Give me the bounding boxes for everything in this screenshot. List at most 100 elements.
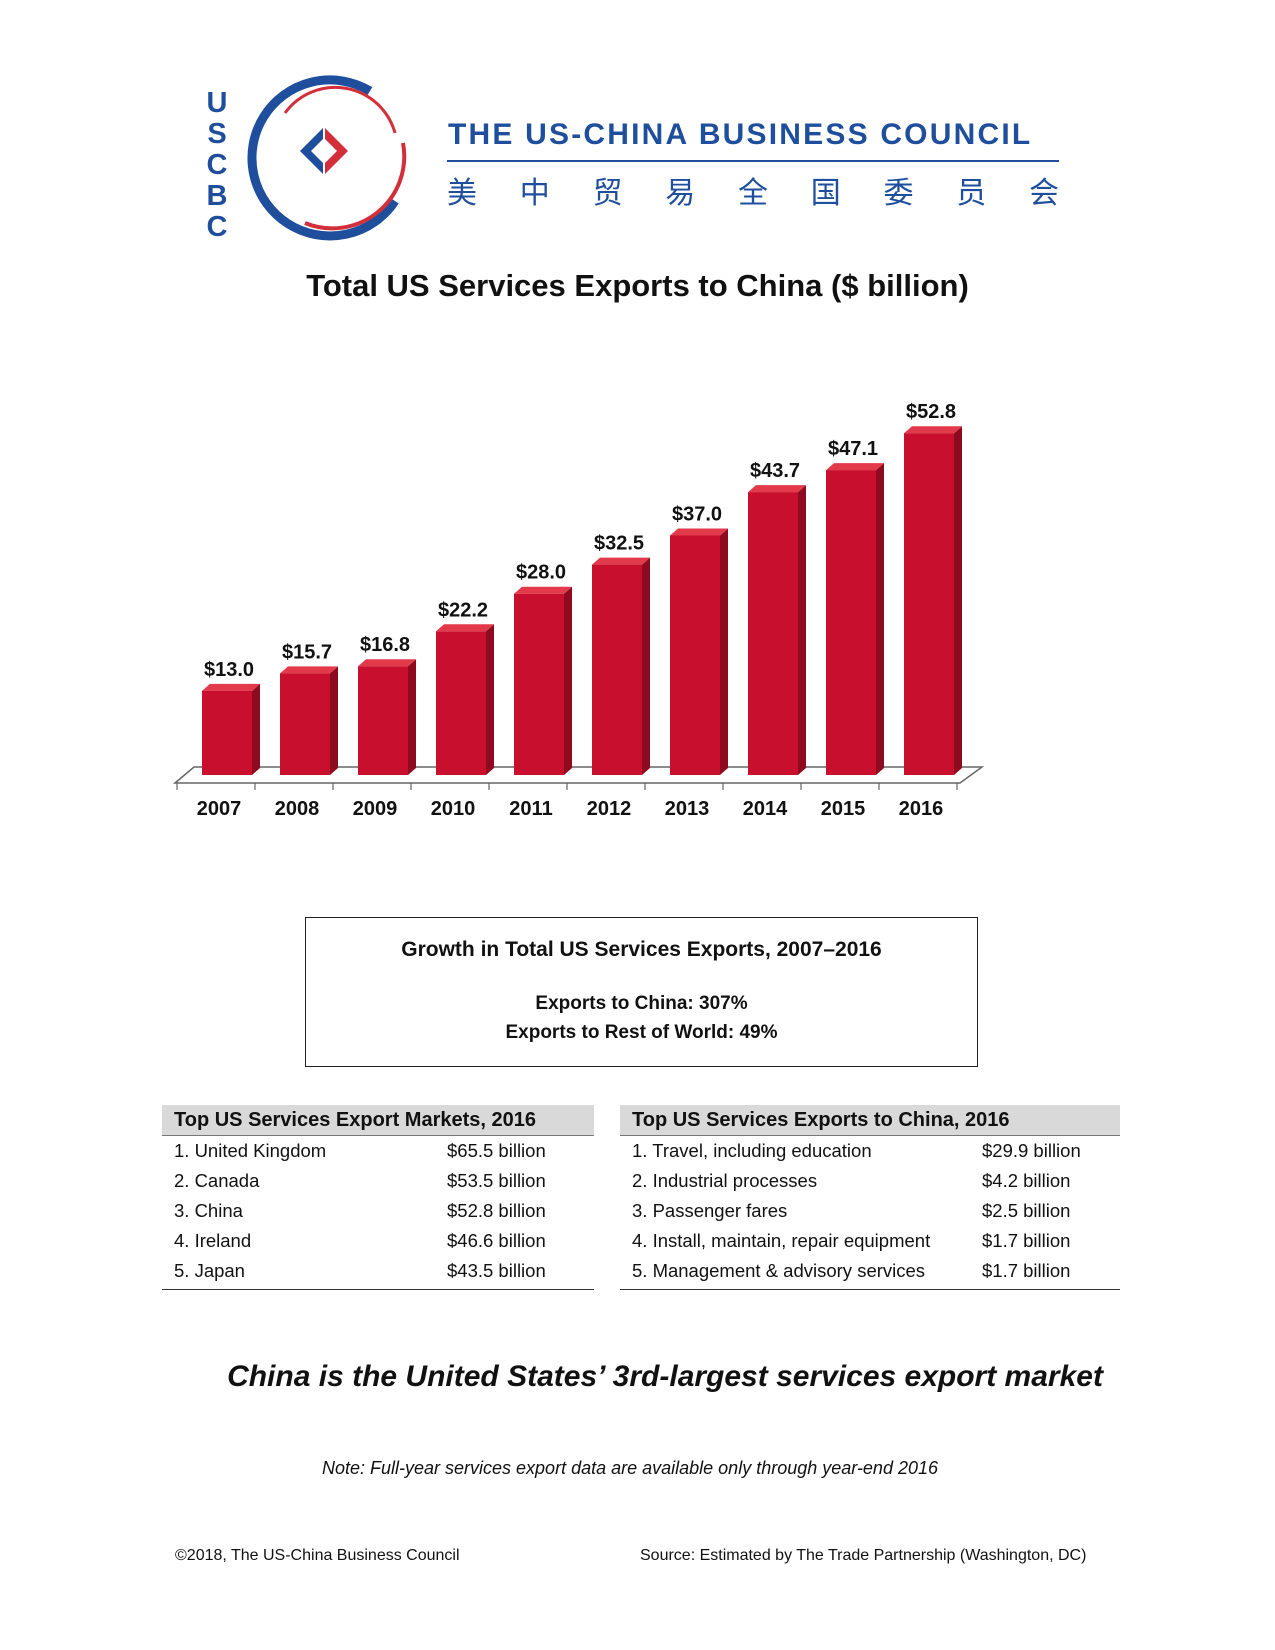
- bar-side: [330, 666, 338, 775]
- x-tick-label: 2014: [743, 798, 788, 820]
- table-row: 2. Canada $53.5 billion: [162, 1166, 594, 1196]
- data-label: $43.7: [750, 460, 800, 482]
- bar: [436, 631, 486, 775]
- org-cn-char: 国: [810, 176, 841, 211]
- data-label: $15.7: [282, 641, 332, 663]
- bar: [358, 666, 408, 775]
- row-label: 1. United Kingdom: [174, 1140, 327, 1161]
- org-divider: [447, 160, 1059, 162]
- growth-rest-of-world: Exports to Rest of World: 49%: [505, 1022, 778, 1043]
- bar-top: [592, 557, 650, 565]
- row-label: 4. Install, maintain, repair equipment: [632, 1230, 931, 1251]
- org-cn-char: 委: [883, 176, 914, 211]
- logo-emblem-icon: [247, 75, 407, 241]
- table-row: 5. Management & advisory services $1.7 bi…: [620, 1256, 1120, 1286]
- table-row: 1. Travel, including education $29.9 bill…: [620, 1136, 1120, 1166]
- org-cn-char: 贸: [592, 176, 623, 211]
- row-label: 1. Travel, including education: [632, 1140, 872, 1161]
- growth-summary-box: Growth in Total US Services Exports, 200…: [305, 917, 978, 1067]
- bar-top: [826, 463, 884, 471]
- row-value: $52.8 billion: [447, 1200, 546, 1221]
- logo-letter: S: [207, 118, 227, 150]
- bar-side: [954, 426, 962, 775]
- logo-vertical-letters: U S C B C: [200, 88, 234, 243]
- data-label: $52.8: [906, 401, 956, 423]
- bar-side: [486, 624, 494, 775]
- exports-to-china-table: Top US Services Exports to China, 2016 1…: [620, 1105, 1120, 1290]
- bar: [202, 690, 252, 775]
- logo-letter: U: [206, 87, 228, 119]
- table-row: 4. Install, maintain, repair equipment $1…: [620, 1226, 1120, 1256]
- bar-side: [564, 586, 572, 775]
- x-tick-label: 2007: [197, 798, 242, 820]
- data-label: $16.8: [360, 634, 410, 656]
- data-label: $32.5: [594, 533, 644, 555]
- x-tick-label: 2016: [899, 798, 944, 820]
- source-credit: Source: Estimated by The Trade Partnersh…: [640, 1547, 1087, 1564]
- org-cn-char: 中: [519, 176, 550, 211]
- table-body: 1. Travel, including education $29.9 bill…: [620, 1136, 1120, 1289]
- export-markets-table: Top US Services Export Markets, 2016 1. …: [162, 1105, 594, 1290]
- bar-top: [202, 683, 260, 691]
- logo-letter: C: [206, 149, 228, 181]
- bar-side: [798, 485, 806, 775]
- growth-china: Exports to China: 307%: [535, 993, 748, 1014]
- org-cn-char: 员: [956, 176, 987, 211]
- row-value: $1.7 billion: [982, 1260, 1071, 1281]
- row-label: 2. Industrial processes: [632, 1170, 818, 1191]
- data-label: $37.0: [672, 503, 722, 525]
- table-row: 1. United Kingdom $65.5 billion: [162, 1136, 594, 1166]
- x-tick-label: 2015: [821, 798, 866, 820]
- bar-top: [436, 624, 494, 632]
- bar: [826, 470, 876, 775]
- bar: [514, 593, 564, 775]
- bar: [748, 492, 798, 775]
- growth-title: Growth in Total US Services Exports, 200…: [401, 938, 882, 961]
- bar-top: [904, 426, 962, 434]
- row-value: $65.5 billion: [447, 1140, 546, 1161]
- footnote: Note: Full-year services export data are…: [321, 1458, 939, 1478]
- row-label: 5. Japan: [174, 1260, 245, 1281]
- table-header: Top US Services Exports to China, 2016: [620, 1105, 1120, 1136]
- bar-top: [514, 586, 572, 594]
- row-value: $46.6 billion: [447, 1230, 546, 1251]
- bar: [592, 564, 642, 775]
- x-tick-label: 2008: [275, 798, 320, 820]
- data-label: $28.0: [516, 562, 566, 584]
- table-header: Top US Services Export Markets, 2016: [162, 1105, 594, 1136]
- table-row: 3. Passenger fares $2.5 billion: [620, 1196, 1120, 1226]
- org-cn-char: 会: [1029, 176, 1059, 211]
- data-label: $47.1: [828, 438, 878, 460]
- x-tick-label: 2010: [431, 798, 476, 820]
- bar: [670, 535, 720, 775]
- chart-title: Total US Services Exports to China ($ bi…: [306, 268, 969, 303]
- row-label: 2. Canada: [174, 1170, 260, 1191]
- x-tick-label: 2011: [509, 798, 552, 820]
- row-label: 5. Management & advisory services: [632, 1260, 926, 1281]
- row-label: 3. Passenger fares: [632, 1200, 788, 1221]
- bar-top: [748, 485, 806, 493]
- bar-top: [358, 659, 416, 667]
- org-cn-char: 美: [447, 176, 477, 211]
- table-row: 4. Ireland $46.6 billion: [162, 1226, 594, 1256]
- org-name-chinese: 美 中 贸 易 全 国 委 员 会: [447, 168, 1059, 212]
- row-value: $43.5 billion: [447, 1260, 546, 1281]
- data-label: $22.2: [438, 599, 488, 621]
- bar: [904, 433, 954, 775]
- table-row: 2. Industrial processes $4.2 billion: [620, 1166, 1120, 1196]
- row-value: $4.2 billion: [982, 1170, 1071, 1191]
- x-tick-label: 2013: [665, 798, 710, 820]
- table-row: 5. Japan $43.5 billion: [162, 1256, 594, 1286]
- x-tick-label: 2012: [587, 798, 632, 820]
- bar-side: [252, 683, 260, 775]
- bar: [280, 673, 330, 775]
- logo-letter: B: [206, 180, 228, 212]
- bar-side: [408, 659, 416, 775]
- row-label: 4. Ireland: [174, 1230, 252, 1251]
- org-name: THE US-CHINA BUSINESS COUNCIL: [448, 118, 1033, 151]
- bar-side: [642, 557, 650, 775]
- copyright: ©2018, The US-China Business Council: [175, 1547, 460, 1564]
- row-label: 3. China: [174, 1200, 243, 1221]
- logo-letter: C: [206, 211, 228, 243]
- table-body: 1. United Kingdom $65.5 billion 2. Canada $…: [162, 1136, 594, 1289]
